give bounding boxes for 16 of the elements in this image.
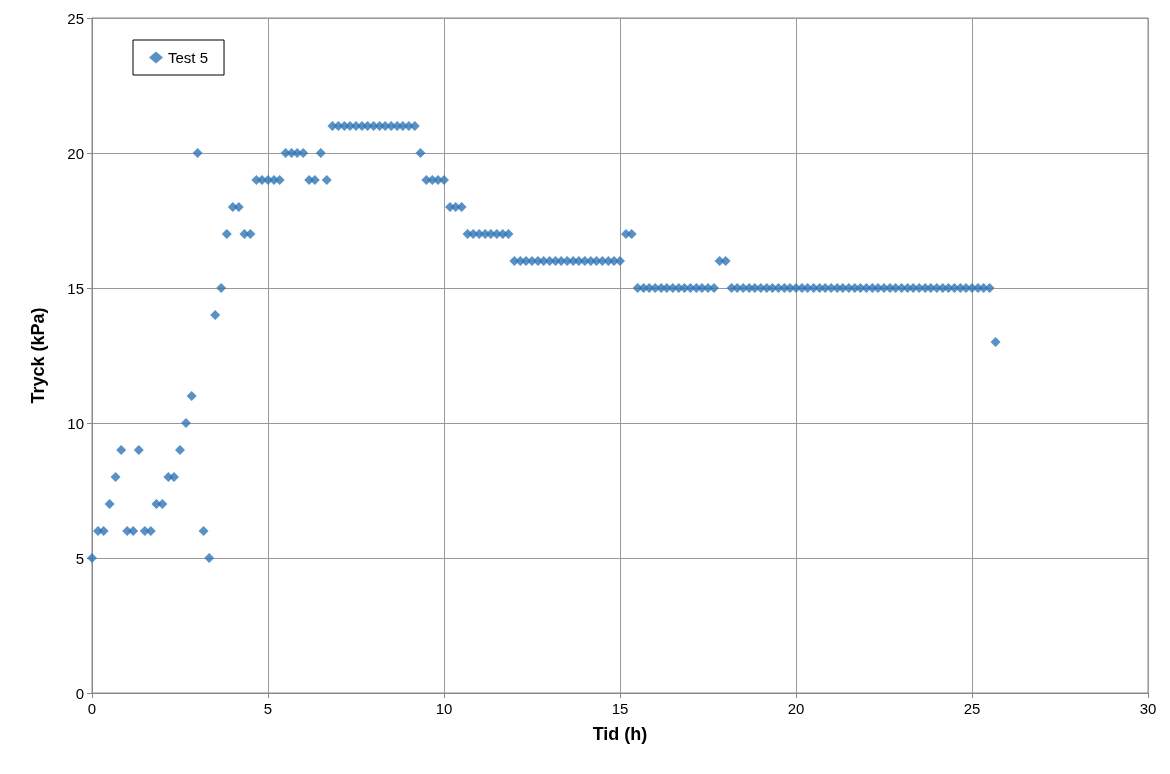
y-axis-title: Tryck (kPa) (28, 307, 48, 404)
x-tick-label: 5 (263, 700, 273, 717)
y-tick-label: 25 (67, 9, 84, 27)
y-tick-label: 5 (75, 549, 84, 567)
x-axis-title: Tid (h) (592, 724, 648, 744)
x-tick-label: 10 (435, 700, 453, 717)
y-tick-label: 20 (67, 144, 84, 162)
y-tick-label: 15 (67, 279, 84, 297)
x-tick-label: 0 (87, 700, 97, 717)
y-tick-label: 10 (67, 414, 84, 432)
x-tick-label: 15 (611, 700, 629, 717)
y-tick-label: 0 (75, 684, 84, 702)
x-tick-label: 25 (963, 700, 981, 717)
x-tick-label: 20 (787, 700, 805, 717)
legend-label: Test 5 (168, 49, 209, 66)
x-tick-label: 30 (1139, 700, 1157, 717)
